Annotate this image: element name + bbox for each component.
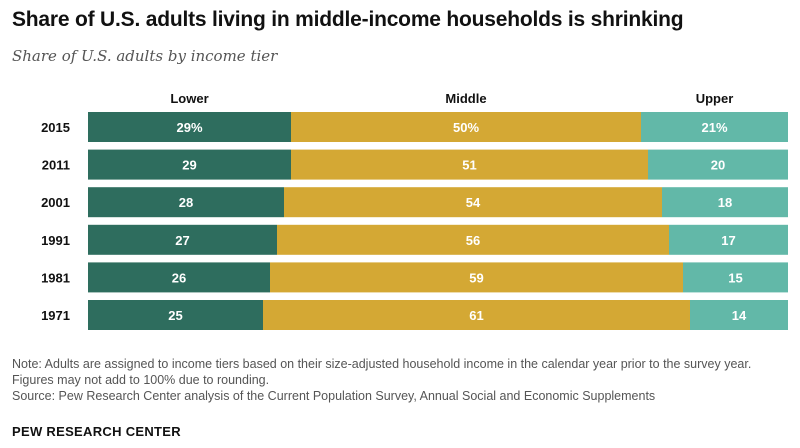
year-label-1971: 1971 — [41, 308, 70, 323]
data-label-upper-1991: 17 — [721, 233, 735, 248]
data-label-lower-1991: 27 — [175, 233, 189, 248]
bar-middle-1971 — [263, 300, 690, 330]
data-label-upper-1971: 14 — [732, 308, 747, 323]
legend-upper: Upper — [696, 91, 734, 106]
bar-middle-1981 — [270, 262, 683, 293]
data-label-upper-2011: 20 — [711, 158, 725, 173]
data-label-lower-1971: 25 — [168, 308, 182, 323]
data-label-middle-1981: 59 — [469, 270, 483, 285]
bar-middle-2001 — [284, 187, 662, 218]
bar-upper-1981 — [683, 262, 788, 293]
pew-logo: PEW RESEARCH CENTER — [12, 424, 181, 439]
year-label-2015: 2015 — [41, 120, 70, 135]
bar-lower-1991 — [88, 224, 277, 255]
note-text: Note: Adults are assigned to income tier… — [12, 357, 752, 387]
bar-lower-1971 — [88, 300, 263, 330]
bar-lower-1981 — [88, 262, 270, 293]
notes-block: Note: Adults are assigned to income tier… — [12, 356, 792, 404]
bar-lower-2015 — [88, 112, 291, 142]
bar-upper-1991 — [669, 224, 788, 255]
stacked-bar-chart: Lower Middle Upper 2015 29% 50% 21% 2011 29 51 20 2… — [41, 91, 788, 330]
bar-middle-2015 — [291, 112, 641, 142]
data-label-upper-2001: 18 — [718, 195, 732, 210]
year-label-1991: 1991 — [41, 233, 70, 248]
bar-lower-2001 — [88, 187, 284, 218]
data-label-middle-1971: 61 — [469, 308, 483, 323]
bar-middle-2011 — [291, 149, 648, 180]
data-label-lower-1981: 26 — [172, 270, 186, 285]
bar-lower-2011 — [88, 149, 291, 180]
year-label-2011: 2011 — [42, 158, 70, 173]
legend-middle: Middle — [445, 91, 486, 106]
data-label-middle-1991: 56 — [466, 233, 480, 248]
data-label-upper-2015: 21% — [701, 120, 727, 135]
bar-upper-1971 — [690, 300, 788, 330]
source-text: Source: Pew Research Center analysis of … — [12, 389, 656, 403]
data-label-lower-2015: 29% — [176, 120, 202, 135]
legend-lower: Lower — [170, 91, 208, 106]
chart-subtitle: Share of U.S. adults by income tier — [12, 47, 278, 65]
data-label-middle-2011: 51 — [462, 158, 476, 173]
bar-upper-2001 — [662, 187, 788, 218]
chart-title: Share of U.S. adults living in middle-in… — [12, 8, 684, 31]
bar-upper-2011 — [648, 149, 788, 180]
data-label-upper-1981: 15 — [728, 270, 742, 285]
bar-middle-1991 — [277, 224, 669, 255]
year-label-2001: 2001 — [41, 195, 70, 210]
bar-upper-2015 — [641, 112, 788, 142]
data-label-lower-2001: 28 — [179, 195, 193, 210]
data-label-middle-2015: 50% — [453, 120, 479, 135]
data-label-lower-2011: 29 — [182, 158, 196, 173]
data-label-middle-2001: 54 — [466, 195, 481, 210]
year-label-1981: 1981 — [41, 270, 70, 285]
